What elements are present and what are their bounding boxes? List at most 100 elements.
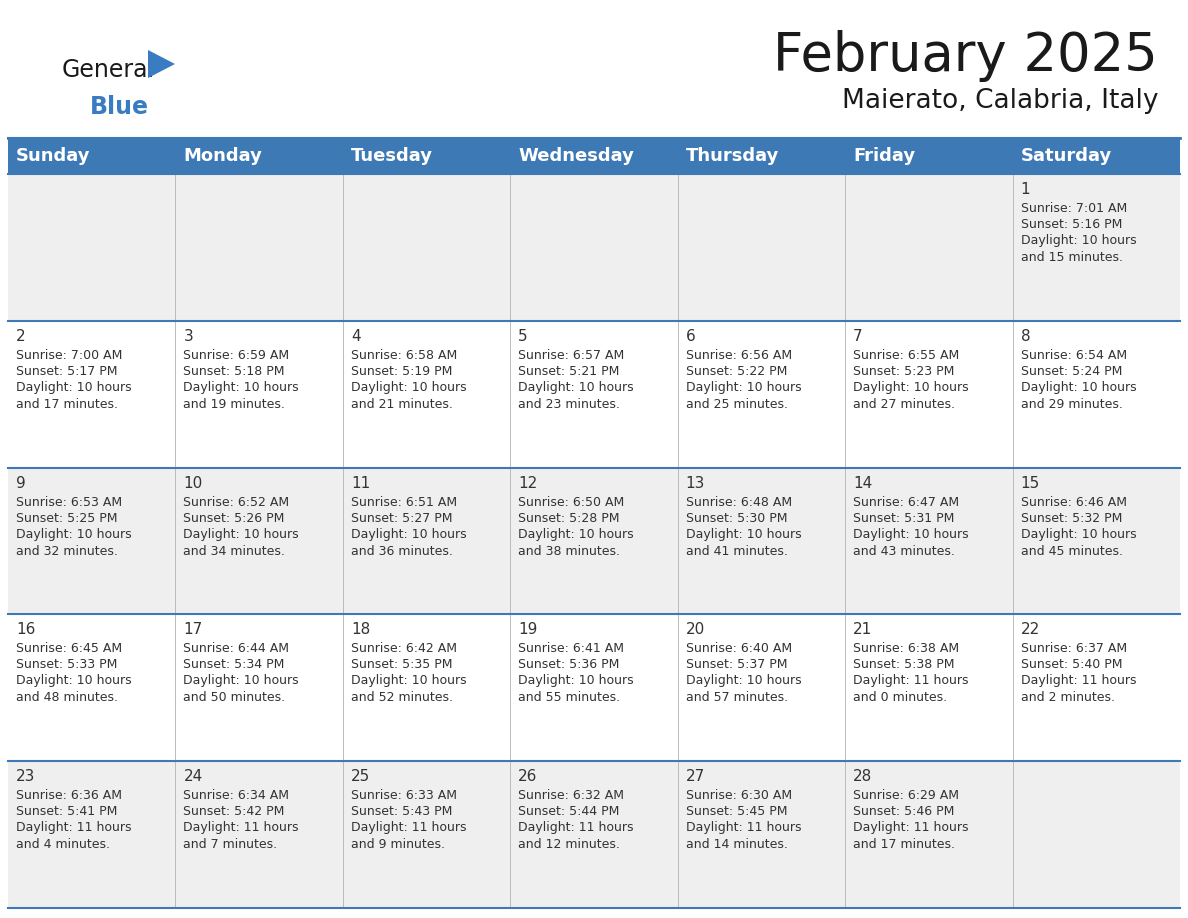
Text: Friday: Friday: [853, 147, 915, 165]
Text: 26: 26: [518, 769, 538, 784]
Text: Sunset: 5:36 PM: Sunset: 5:36 PM: [518, 658, 620, 671]
Text: Sunrise: 6:46 AM: Sunrise: 6:46 AM: [1020, 496, 1126, 509]
Text: Sunset: 5:16 PM: Sunset: 5:16 PM: [1020, 218, 1121, 231]
Text: Daylight: 11 hours
and 0 minutes.: Daylight: 11 hours and 0 minutes.: [853, 675, 968, 704]
Text: Daylight: 10 hours
and 27 minutes.: Daylight: 10 hours and 27 minutes.: [853, 381, 968, 410]
Text: 8: 8: [1020, 329, 1030, 344]
Text: Sunset: 5:35 PM: Sunset: 5:35 PM: [350, 658, 453, 671]
Text: Sunrise: 6:58 AM: Sunrise: 6:58 AM: [350, 349, 457, 362]
Text: Daylight: 10 hours
and 41 minutes.: Daylight: 10 hours and 41 minutes.: [685, 528, 802, 557]
Text: Daylight: 11 hours
and 14 minutes.: Daylight: 11 hours and 14 minutes.: [685, 822, 801, 851]
Text: Sunset: 5:24 PM: Sunset: 5:24 PM: [1020, 364, 1121, 378]
Text: Daylight: 10 hours
and 29 minutes.: Daylight: 10 hours and 29 minutes.: [1020, 381, 1136, 410]
Text: Sunset: 5:38 PM: Sunset: 5:38 PM: [853, 658, 955, 671]
Bar: [8, 174, 1180, 320]
Bar: [8, 320, 1180, 467]
Text: Daylight: 11 hours
and 7 minutes.: Daylight: 11 hours and 7 minutes.: [183, 822, 299, 851]
Text: 6: 6: [685, 329, 695, 344]
Text: Sunset: 5:22 PM: Sunset: 5:22 PM: [685, 364, 788, 378]
Text: Sunrise: 6:38 AM: Sunrise: 6:38 AM: [853, 643, 959, 655]
Text: Sunrise: 6:33 AM: Sunrise: 6:33 AM: [350, 789, 457, 802]
Text: Daylight: 10 hours
and 48 minutes.: Daylight: 10 hours and 48 minutes.: [15, 675, 132, 704]
Text: Sunrise: 6:59 AM: Sunrise: 6:59 AM: [183, 349, 290, 362]
Text: Sunset: 5:30 PM: Sunset: 5:30 PM: [685, 511, 788, 524]
Text: Daylight: 10 hours
and 25 minutes.: Daylight: 10 hours and 25 minutes.: [685, 381, 802, 410]
Text: Sunset: 5:32 PM: Sunset: 5:32 PM: [1020, 511, 1121, 524]
Text: Sunrise: 6:48 AM: Sunrise: 6:48 AM: [685, 496, 792, 509]
Bar: [8, 467, 1180, 614]
Text: Sunrise: 6:56 AM: Sunrise: 6:56 AM: [685, 349, 792, 362]
Text: 4: 4: [350, 329, 360, 344]
Text: Blue: Blue: [90, 95, 148, 119]
Bar: [8, 614, 1180, 761]
Text: Sunset: 5:19 PM: Sunset: 5:19 PM: [350, 364, 453, 378]
Text: Thursday: Thursday: [685, 147, 779, 165]
Text: 18: 18: [350, 622, 371, 637]
Text: Daylight: 10 hours
and 15 minutes.: Daylight: 10 hours and 15 minutes.: [1020, 234, 1136, 264]
Bar: [343, 138, 511, 174]
Text: Sunset: 5:46 PM: Sunset: 5:46 PM: [853, 805, 954, 818]
Text: 24: 24: [183, 769, 203, 784]
Text: Daylight: 11 hours
and 17 minutes.: Daylight: 11 hours and 17 minutes.: [853, 822, 968, 851]
Text: Daylight: 10 hours
and 34 minutes.: Daylight: 10 hours and 34 minutes.: [183, 528, 299, 557]
Text: Daylight: 10 hours
and 43 minutes.: Daylight: 10 hours and 43 minutes.: [853, 528, 968, 557]
Text: Sunset: 5:42 PM: Sunset: 5:42 PM: [183, 805, 285, 818]
Text: 27: 27: [685, 769, 704, 784]
Text: 16: 16: [15, 622, 36, 637]
Text: Sunset: 5:17 PM: Sunset: 5:17 PM: [15, 364, 118, 378]
Text: Daylight: 11 hours
and 2 minutes.: Daylight: 11 hours and 2 minutes.: [1020, 675, 1136, 704]
Text: Sunset: 5:18 PM: Sunset: 5:18 PM: [183, 364, 285, 378]
Text: Sunrise: 6:36 AM: Sunrise: 6:36 AM: [15, 789, 122, 802]
Text: 22: 22: [1020, 622, 1040, 637]
Text: Sunrise: 6:47 AM: Sunrise: 6:47 AM: [853, 496, 959, 509]
Bar: [8, 138, 176, 174]
Text: 2: 2: [15, 329, 26, 344]
Text: Monday: Monday: [183, 147, 263, 165]
Text: 13: 13: [685, 476, 706, 490]
Text: 12: 12: [518, 476, 537, 490]
Text: Daylight: 10 hours
and 23 minutes.: Daylight: 10 hours and 23 minutes.: [518, 381, 634, 410]
Text: Sunrise: 6:50 AM: Sunrise: 6:50 AM: [518, 496, 625, 509]
Text: 11: 11: [350, 476, 371, 490]
Text: Sunrise: 6:45 AM: Sunrise: 6:45 AM: [15, 643, 122, 655]
Text: Wednesday: Wednesday: [518, 147, 634, 165]
Text: 5: 5: [518, 329, 527, 344]
Text: Sunset: 5:26 PM: Sunset: 5:26 PM: [183, 511, 285, 524]
Text: 15: 15: [1020, 476, 1040, 490]
Text: Sunset: 5:23 PM: Sunset: 5:23 PM: [853, 364, 954, 378]
Text: Daylight: 10 hours
and 52 minutes.: Daylight: 10 hours and 52 minutes.: [350, 675, 467, 704]
Text: 25: 25: [350, 769, 371, 784]
Text: Sunrise: 6:51 AM: Sunrise: 6:51 AM: [350, 496, 457, 509]
Text: Sunrise: 6:44 AM: Sunrise: 6:44 AM: [183, 643, 290, 655]
Text: 7: 7: [853, 329, 862, 344]
Bar: [845, 138, 1012, 174]
Text: Sunset: 5:33 PM: Sunset: 5:33 PM: [15, 658, 118, 671]
Text: Sunset: 5:40 PM: Sunset: 5:40 PM: [1020, 658, 1123, 671]
Text: Sunrise: 6:40 AM: Sunrise: 6:40 AM: [685, 643, 792, 655]
Bar: [677, 138, 845, 174]
Text: Daylight: 10 hours
and 17 minutes.: Daylight: 10 hours and 17 minutes.: [15, 381, 132, 410]
Text: Sunset: 5:34 PM: Sunset: 5:34 PM: [183, 658, 285, 671]
Bar: [8, 761, 1180, 908]
Text: February 2025: February 2025: [773, 30, 1158, 82]
Text: 23: 23: [15, 769, 36, 784]
Text: 3: 3: [183, 329, 194, 344]
Text: Sunrise: 6:42 AM: Sunrise: 6:42 AM: [350, 643, 457, 655]
Text: 28: 28: [853, 769, 872, 784]
Text: Daylight: 11 hours
and 4 minutes.: Daylight: 11 hours and 4 minutes.: [15, 822, 132, 851]
Text: Sunrise: 6:52 AM: Sunrise: 6:52 AM: [183, 496, 290, 509]
Text: Sunset: 5:44 PM: Sunset: 5:44 PM: [518, 805, 620, 818]
Text: Sunrise: 6:37 AM: Sunrise: 6:37 AM: [1020, 643, 1126, 655]
Polygon shape: [148, 50, 175, 78]
Text: 10: 10: [183, 476, 203, 490]
Text: 1: 1: [1020, 182, 1030, 197]
Text: Daylight: 10 hours
and 50 minutes.: Daylight: 10 hours and 50 minutes.: [183, 675, 299, 704]
Text: 9: 9: [15, 476, 26, 490]
Text: 14: 14: [853, 476, 872, 490]
Text: Sunset: 5:31 PM: Sunset: 5:31 PM: [853, 511, 954, 524]
Text: Tuesday: Tuesday: [350, 147, 432, 165]
Text: Daylight: 11 hours
and 12 minutes.: Daylight: 11 hours and 12 minutes.: [518, 822, 633, 851]
Text: Sunrise: 7:01 AM: Sunrise: 7:01 AM: [1020, 202, 1127, 215]
Text: Sunrise: 6:41 AM: Sunrise: 6:41 AM: [518, 643, 624, 655]
Text: Sunset: 5:37 PM: Sunset: 5:37 PM: [685, 658, 788, 671]
